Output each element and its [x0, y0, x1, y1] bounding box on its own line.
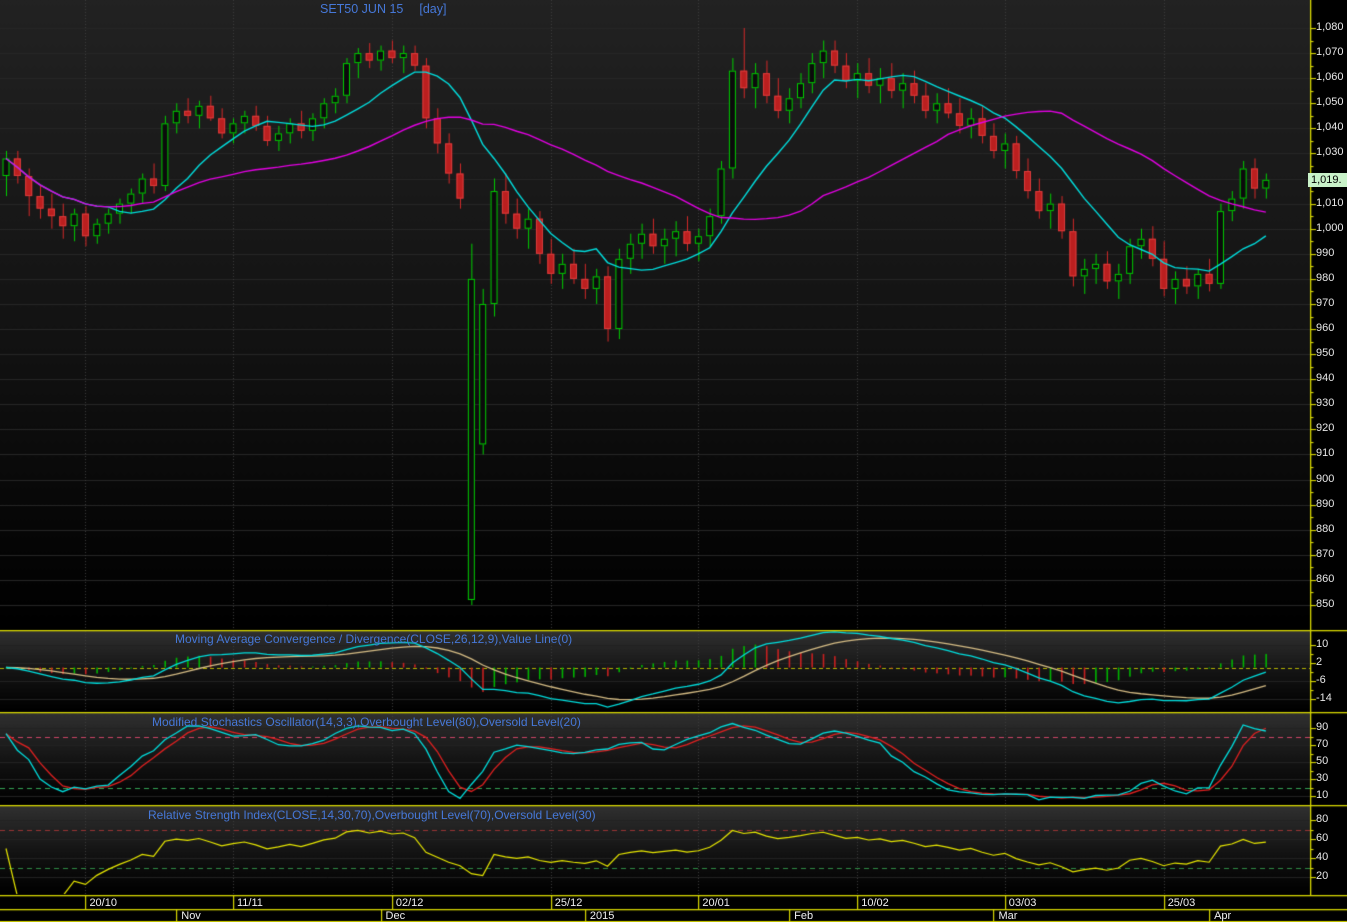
month-tick-label: Apr [1214, 910, 1232, 922]
stoch-tick-label: 30 [1316, 772, 1329, 784]
price-tick-label: 860 [1316, 572, 1335, 585]
price-tick-label: 1,030 [1316, 146, 1344, 159]
date-tick-label: 25/12 [554, 897, 583, 909]
price-tick-label: 960 [1316, 322, 1335, 335]
rsi-tick-label: 20 [1316, 870, 1329, 882]
date-tick-label: 20/10 [89, 897, 117, 909]
price-tick-label: 920 [1316, 422, 1335, 435]
price-tick-label: 1,010 [1316, 196, 1344, 209]
date-tick-label: 11/11 [237, 897, 263, 909]
date-tick-label: 02/12 [395, 897, 424, 909]
price-tick-label: 940 [1316, 372, 1335, 385]
macd-tick-label: -14 [1316, 692, 1332, 704]
price-tick-label: 1,060 [1316, 71, 1344, 84]
date-tick-label: 10/02 [861, 897, 889, 909]
date-tick-label: 25/03 [1167, 897, 1196, 909]
rsi-tick-label: 40 [1316, 851, 1329, 863]
price-tick-label: 850 [1316, 598, 1335, 610]
price-tick-label: 1,040 [1316, 121, 1344, 134]
macd-tick-label: 2 [1316, 656, 1323, 668]
rsi-tick-label: 80 [1316, 813, 1329, 825]
price-tick-label: 910 [1316, 447, 1335, 460]
macd-tick-label: -6 [1316, 674, 1326, 686]
price-tick-label: 1,080 [1316, 21, 1344, 33]
stoch-tick-label: 50 [1316, 755, 1329, 767]
price-tick-label: 870 [1316, 547, 1335, 560]
price-tick-label: 900 [1316, 472, 1335, 485]
price-tick-label: 1,000 [1316, 221, 1344, 234]
month-tick-label: Dec [385, 910, 406, 922]
price-tick-label: 990 [1316, 246, 1335, 259]
month-tick-label: Nov [181, 910, 201, 922]
macd-tick-label: 10 [1316, 638, 1329, 650]
price-tick-label: 1,070 [1316, 46, 1344, 59]
price-tick-label: 980 [1316, 271, 1335, 284]
last-price-badge: 1,019. [1308, 173, 1347, 187]
price-tick-label: 880 [1316, 522, 1335, 535]
date-tick-label: 03/03 [1008, 897, 1037, 909]
price-tick-label: 1,050 [1316, 96, 1344, 109]
month-tick-label: Feb [794, 910, 814, 922]
price-tick-label: 890 [1316, 497, 1335, 510]
rsi-tick-label: 60 [1316, 832, 1329, 844]
month-axis[interactable]: Nov Dec 2015 Feb Mar Apr [0, 910, 1347, 922]
date-tick-label: 20/01 [702, 897, 730, 909]
price-tick-label: 950 [1316, 347, 1335, 360]
stoch-tick-label: 70 [1316, 738, 1329, 750]
price-tick-label: 970 [1316, 296, 1335, 309]
month-tick-label: 2015 [589, 910, 615, 922]
date-axis[interactable]: 20/10 11/11 02/12 25/12 20/01 10/02 03/03 25/03 [0, 897, 1347, 910]
price-tick-label: 930 [1316, 397, 1335, 410]
stoch-tick-label: 90 [1316, 721, 1329, 733]
stoch-tick-label: 10 [1316, 789, 1329, 801]
month-tick-label: Mar [998, 910, 1018, 922]
price-axis[interactable]: 1,0801,0701,0601,0501,0401,0301,0201,010… [1311, 0, 1347, 630]
